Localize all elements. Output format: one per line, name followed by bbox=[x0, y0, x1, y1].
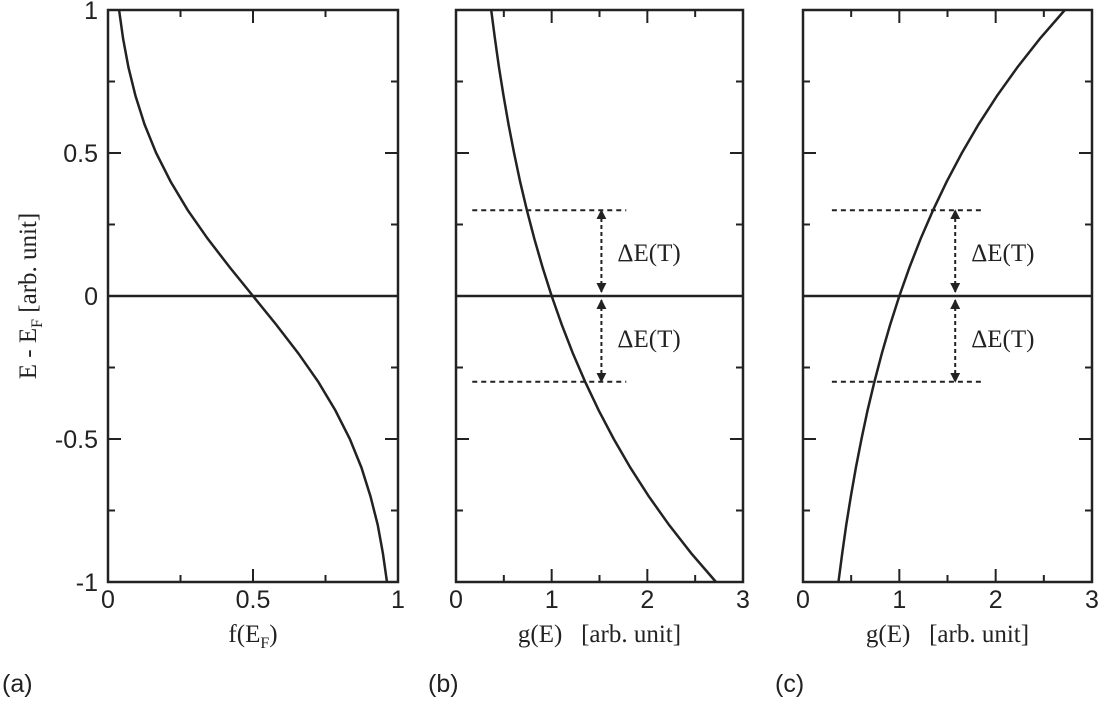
x-tick-label: 2 bbox=[989, 586, 1003, 614]
x-tick-label: 0 bbox=[449, 586, 463, 614]
x-axis-label-part: g(E) [arb. unit] bbox=[518, 621, 681, 648]
x-axis-label-part: f(E bbox=[228, 621, 260, 648]
panel: 0 1 2 3 ΔE(T) ΔE(T) g(E) [arb. unit] (b) bbox=[428, 8, 750, 698]
x-tick-label: 1 bbox=[391, 586, 405, 614]
x-axis-label: f(EF) bbox=[228, 621, 277, 652]
x-tick-label: 0 bbox=[796, 586, 810, 614]
y-axis-label-part: F bbox=[29, 319, 46, 328]
panel: 0 1 2 3 ΔE(T) ΔE(T) g(E) [arb. unit] (c) bbox=[775, 8, 1099, 698]
y-tick-label: -1 bbox=[76, 569, 98, 597]
x-tick-label: 0 bbox=[101, 586, 115, 614]
x-tick-label: 3 bbox=[736, 586, 750, 614]
x-tick-label: 3 bbox=[1085, 586, 1099, 614]
curve bbox=[117, 9, 389, 583]
x-axis-label-part: g(E) [arb. unit] bbox=[866, 621, 1029, 648]
y-axis-label: E - EF [arb. unit] bbox=[15, 213, 46, 380]
panel-label: (a) bbox=[2, 670, 33, 698]
y-tick-label: 0.5 bbox=[63, 140, 98, 168]
x-tick-label: 1 bbox=[545, 586, 559, 614]
curve bbox=[837, 9, 1066, 583]
y-tick-label: 1 bbox=[84, 0, 98, 25]
x-tick-label: 0.5 bbox=[236, 586, 271, 614]
arrow-label: ΔE(T) bbox=[617, 326, 680, 353]
panel: -1-0.500.510 0.5 1f(EF)E - EF [arb. unit](… bbox=[2, 0, 405, 698]
arrow-label: ΔE(T) bbox=[617, 240, 680, 267]
x-axis-label: g(E) [arb. unit] bbox=[518, 621, 681, 648]
x-axis-label: g(E) [arb. unit] bbox=[866, 621, 1029, 648]
y-tick-label: 0 bbox=[84, 283, 98, 311]
x-axis-label-part: ) bbox=[269, 621, 277, 648]
curve bbox=[489, 9, 717, 583]
plot-frame bbox=[801, 8, 1094, 584]
y-tick-label: -0.5 bbox=[55, 426, 98, 454]
plot-frame bbox=[106, 8, 400, 584]
x-tick-label: 2 bbox=[640, 586, 654, 614]
panel-label: (b) bbox=[428, 670, 459, 698]
arrow-label: ΔE(T) bbox=[971, 326, 1034, 353]
y-axis-label-part: E - E bbox=[15, 328, 42, 379]
x-axis-label-part: F bbox=[260, 635, 269, 652]
y-axis-label-part: [arb. unit] bbox=[15, 213, 42, 319]
x-tick-label: 1 bbox=[892, 586, 906, 614]
plot-frame bbox=[454, 8, 745, 584]
panel-label: (c) bbox=[775, 670, 804, 698]
arrow-label: ΔE(T) bbox=[971, 240, 1034, 267]
